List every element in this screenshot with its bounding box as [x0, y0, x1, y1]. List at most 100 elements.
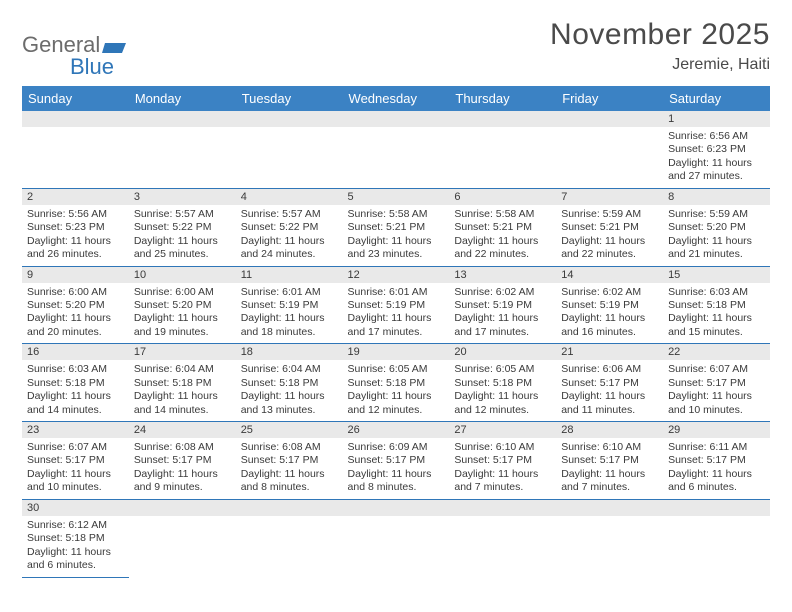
day-number: 5 [343, 189, 450, 205]
calendar-week-row: 9Sunrise: 6:00 AMSunset: 5:20 PMDaylight… [22, 266, 770, 344]
calendar-table: SundayMondayTuesdayWednesdayThursdayFrid… [22, 86, 770, 578]
day-number: 3 [129, 189, 236, 205]
sunset-line: Sunset: 5:17 PM [561, 377, 658, 390]
day-body: Sunrise: 6:08 AMSunset: 5:17 PMDaylight:… [236, 438, 343, 499]
daylight-line: Daylight: 11 hours and 8 minutes. [348, 468, 445, 495]
calendar-week-row: 23Sunrise: 6:07 AMSunset: 5:17 PMDayligh… [22, 422, 770, 500]
title-block: November 2025 Jeremie, Haiti [550, 18, 770, 74]
day-number: 27 [449, 422, 556, 438]
calendar-cell: 1Sunrise: 6:56 AMSunset: 6:23 PMDaylight… [663, 111, 770, 188]
day-number: 7 [556, 189, 663, 205]
sunrise-line: Sunrise: 6:12 AM [27, 519, 124, 532]
daylight-line: Daylight: 11 hours and 8 minutes. [241, 468, 338, 495]
sunset-line: Sunset: 5:17 PM [668, 377, 765, 390]
daylight-line: Daylight: 11 hours and 17 minutes. [454, 312, 551, 339]
day-number: 9 [22, 267, 129, 283]
calendar-cell [129, 499, 236, 577]
sunrise-line: Sunrise: 6:02 AM [561, 286, 658, 299]
sunset-line: Sunset: 5:21 PM [348, 221, 445, 234]
sunrise-line: Sunrise: 5:57 AM [241, 208, 338, 221]
sunset-line: Sunset: 5:18 PM [454, 377, 551, 390]
sunset-line: Sunset: 5:18 PM [668, 299, 765, 312]
day-body: Sunrise: 5:58 AMSunset: 5:21 PMDaylight:… [343, 205, 450, 266]
day-number: 11 [236, 267, 343, 283]
day-number: 21 [556, 344, 663, 360]
day-number [556, 111, 663, 127]
sunrise-line: Sunrise: 6:07 AM [668, 363, 765, 376]
daylight-line: Daylight: 11 hours and 10 minutes. [27, 468, 124, 495]
day-body: Sunrise: 6:05 AMSunset: 5:18 PMDaylight:… [343, 360, 450, 421]
day-number [449, 500, 556, 516]
day-body: Sunrise: 6:04 AMSunset: 5:18 PMDaylight:… [236, 360, 343, 421]
daylight-line: Daylight: 11 hours and 9 minutes. [134, 468, 231, 495]
calendar-cell: 24Sunrise: 6:08 AMSunset: 5:17 PMDayligh… [129, 422, 236, 500]
daylight-line: Daylight: 11 hours and 15 minutes. [668, 312, 765, 339]
day-body: Sunrise: 5:59 AMSunset: 5:21 PMDaylight:… [556, 205, 663, 266]
sunrise-line: Sunrise: 6:01 AM [241, 286, 338, 299]
sunrise-line: Sunrise: 5:57 AM [134, 208, 231, 221]
sunrise-line: Sunrise: 5:58 AM [348, 208, 445, 221]
calendar-cell [236, 111, 343, 188]
sunset-line: Sunset: 5:19 PM [241, 299, 338, 312]
sunset-line: Sunset: 5:22 PM [241, 221, 338, 234]
calendar-cell [556, 499, 663, 577]
sunset-line: Sunset: 5:18 PM [27, 532, 124, 545]
calendar-body: 1Sunrise: 6:56 AMSunset: 6:23 PMDaylight… [22, 111, 770, 577]
calendar-cell: 26 Sunrise: 6:09 AMSunset: 5:17 PMDayligh… [343, 422, 450, 500]
calendar-week-row: 30Sunrise: 6:12 AMSunset: 5:18 PMDayligh… [22, 499, 770, 577]
sunset-line: Sunset: 5:19 PM [561, 299, 658, 312]
daylight-line: Daylight: 11 hours and 10 minutes. [668, 390, 765, 417]
daylight-line: Daylight: 11 hours and 22 minutes. [454, 235, 551, 262]
daylight-line: Daylight: 11 hours and 20 minutes. [27, 312, 124, 339]
daylight-line: Daylight: 11 hours and 7 minutes. [561, 468, 658, 495]
sunset-line: Sunset: 5:17 PM [27, 454, 124, 467]
sunrise-line: Sunrise: 6:08 AM [241, 441, 338, 454]
calendar-cell: 2Sunrise: 5:56 AMSunset: 5:23 PMDaylight… [22, 188, 129, 266]
day-number [343, 111, 450, 127]
sunset-line: Sunset: 5:17 PM [348, 454, 445, 467]
day-number: 28 [556, 422, 663, 438]
location-label: Jeremie, Haiti [550, 56, 770, 74]
calendar-cell [663, 499, 770, 577]
calendar-week-row: 1Sunrise: 6:56 AMSunset: 6:23 PMDaylight… [22, 111, 770, 188]
calendar-cell: 9Sunrise: 6:00 AMSunset: 5:20 PMDaylight… [22, 266, 129, 344]
sunset-line: Sunset: 5:17 PM [454, 454, 551, 467]
month-title: November 2025 [550, 18, 770, 52]
day-number [236, 500, 343, 516]
calendar-cell: 16Sunrise: 6:03 AMSunset: 5:18 PMDayligh… [22, 344, 129, 422]
day-body: Sunrise: 5:57 AMSunset: 5:22 PMDaylight:… [129, 205, 236, 266]
sunrise-line: Sunrise: 6:00 AM [27, 286, 124, 299]
day-body: Sunrise: 6:00 AMSunset: 5:20 PMDaylight:… [22, 283, 129, 344]
calendar-cell [449, 111, 556, 188]
calendar-week-row: 16Sunrise: 6:03 AMSunset: 5:18 PMDayligh… [22, 344, 770, 422]
day-body: Sunrise: 6:10 AMSunset: 5:17 PMDaylight:… [449, 438, 556, 499]
sunrise-line: Sunrise: 5:56 AM [27, 208, 124, 221]
day-body [556, 516, 663, 523]
sunrise-line: Sunrise: 6:05 AM [454, 363, 551, 376]
calendar-cell: 28Sunrise: 6:10 AMSunset: 5:17 PMDayligh… [556, 422, 663, 500]
sunset-line: Sunset: 5:19 PM [348, 299, 445, 312]
calendar-cell: 21Sunrise: 6:06 AMSunset: 5:17 PMDayligh… [556, 344, 663, 422]
calendar-cell [556, 111, 663, 188]
sunrise-line: Sunrise: 6:09 AM [348, 441, 445, 454]
day-number: 26 [343, 422, 450, 438]
day-body: Sunrise: 6:01 AMSunset: 5:19 PMDaylight:… [236, 283, 343, 344]
sunset-line: Sunset: 5:23 PM [27, 221, 124, 234]
day-body: Sunrise: 6:56 AMSunset: 6:23 PMDaylight:… [663, 127, 770, 188]
weekday-header: Wednesday [343, 86, 450, 111]
daylight-line: Daylight: 11 hours and 7 minutes. [454, 468, 551, 495]
day-body: Sunrise: 6:02 AMSunset: 5:19 PMDaylight:… [556, 283, 663, 344]
calendar-head: SundayMondayTuesdayWednesdayThursdayFrid… [22, 86, 770, 111]
calendar-cell: 3Sunrise: 5:57 AMSunset: 5:22 PMDaylight… [129, 188, 236, 266]
day-body: Sunrise: 5:56 AMSunset: 5:23 PMDaylight:… [22, 205, 129, 266]
day-number: 24 [129, 422, 236, 438]
weekday-row: SundayMondayTuesdayWednesdayThursdayFrid… [22, 86, 770, 111]
day-number: 20 [449, 344, 556, 360]
sunrise-line: Sunrise: 5:59 AM [561, 208, 658, 221]
calendar-cell: 25Sunrise: 6:08 AMSunset: 5:17 PMDayligh… [236, 422, 343, 500]
calendar-cell: 17Sunrise: 6:04 AMSunset: 5:18 PMDayligh… [129, 344, 236, 422]
sunset-line: Sunset: 5:18 PM [27, 377, 124, 390]
daylight-line: Daylight: 11 hours and 23 minutes. [348, 235, 445, 262]
day-number: 15 [663, 267, 770, 283]
day-number: 6 [449, 189, 556, 205]
